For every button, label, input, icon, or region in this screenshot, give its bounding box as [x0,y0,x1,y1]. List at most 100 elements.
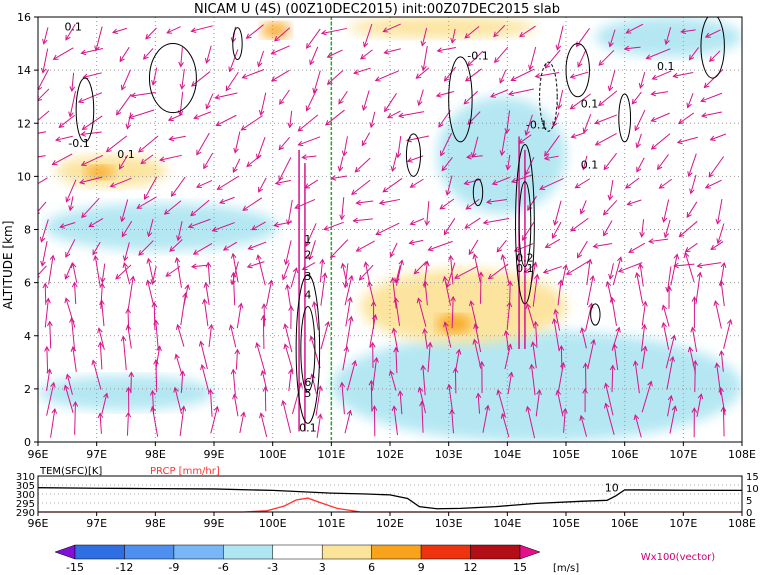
x-tick-label: 97E [86,448,107,461]
wind-vector [664,219,671,238]
wind-vector-head [673,262,679,269]
wind-vector [341,263,348,287]
wind-vector-head [667,394,674,401]
contour-line [539,61,558,132]
wind-vector [99,342,103,370]
wind-vector-head [281,274,288,281]
wind-vector-head [130,92,137,99]
wind-vector [554,309,561,331]
wind-vector-head [439,204,446,210]
shade-6-9 [260,22,291,39]
wind-vector [677,136,698,144]
wind-vector [287,199,293,225]
contour-label: 5 [304,387,311,400]
y-tick-label: 14 [17,64,31,77]
wind-vector-head [230,279,236,286]
contour-line [472,178,484,207]
wind-vectors [38,23,733,439]
wind-vector-head [472,253,478,260]
wind-vector-head [525,405,532,412]
wind-vector [164,200,182,215]
wind-vector [95,26,103,51]
wind-vector [451,296,454,329]
y-tick-label: 16 [17,11,31,24]
wind-vector-head [635,142,641,149]
wind-vector-head [686,212,692,218]
wind-vector [136,196,157,209]
wind-vector [49,321,52,349]
wind-vector-head [661,304,668,311]
wind-vector-head [103,392,109,399]
wind-vector [92,241,101,255]
wind-vector-head [579,327,586,334]
wind-vector [216,114,237,126]
bottom-x-tick-label: 105E [552,517,580,530]
wind-vector [306,88,318,111]
wind-vector-head [415,73,422,79]
wind-vector-head [605,280,612,287]
wind-vector [526,303,535,329]
wind-vector [203,299,209,327]
wind-vector-head [363,261,370,268]
wind-vector [415,67,430,79]
wind-vector-head [192,249,199,255]
wind-vector-head [351,189,357,195]
wind-vector-head [311,301,318,307]
wind-vector-head [374,76,381,82]
wind-vector-head [406,157,413,163]
contour-lines [75,17,725,424]
wind-vector-head [384,106,390,113]
wind-vector-head [129,275,136,282]
wind-vector-head [166,28,173,34]
wind-vector-head [419,400,425,407]
wind-vector [42,48,49,73]
contour-line [148,43,197,114]
contour-label: -0.1 [467,50,488,63]
wind-vector-head [97,327,103,334]
wind-vector-head [65,251,71,258]
wind-vector-head [390,166,397,173]
wind-vector-head [305,42,312,49]
wind-vector [261,370,268,391]
wind-vector-head [219,198,226,205]
wind-vector-head [678,231,685,238]
wind-vector-head [40,67,47,74]
wind-vector [201,364,210,393]
colorbar-tick: 9 [418,561,425,574]
wind-vector-head [354,166,361,173]
wind-vector [206,45,212,63]
wind-vector [501,413,510,438]
wind-vector [235,349,238,370]
wind-vector-head [355,246,362,252]
wind-vector-head [609,364,616,371]
wind-vector-head [555,44,562,51]
colorbar-segment [321,544,372,560]
wind-vector-head [704,32,711,38]
wind-vector [626,23,644,34]
wind-vector-head [361,104,368,111]
x-tick-label: 100E [259,448,287,461]
wind-vector [362,90,370,111]
wind-vector [472,136,479,158]
wind-vector-head [408,239,415,246]
wind-vector-head [288,368,294,375]
wind-vector [101,393,108,415]
wind-vector-head [598,100,604,107]
wind-vector-head [484,404,491,411]
wind-vector [499,69,507,83]
wind-vector [232,253,239,283]
wind-vector [710,133,727,141]
colorbar-tick: 15 [513,561,527,574]
x-tick-label: 105E [552,448,580,461]
wind-vector-head [603,402,610,409]
wind-vector [570,217,589,232]
wind-vector [383,23,401,33]
wind-vector [496,239,507,253]
colorbar-tick: 6 [368,561,375,574]
wind-vector [494,46,509,63]
wind-vector [544,155,559,160]
wind-vector [464,178,482,185]
wind-vector [241,115,263,131]
wind-vector [530,364,536,396]
wind-vector-head [645,54,652,60]
